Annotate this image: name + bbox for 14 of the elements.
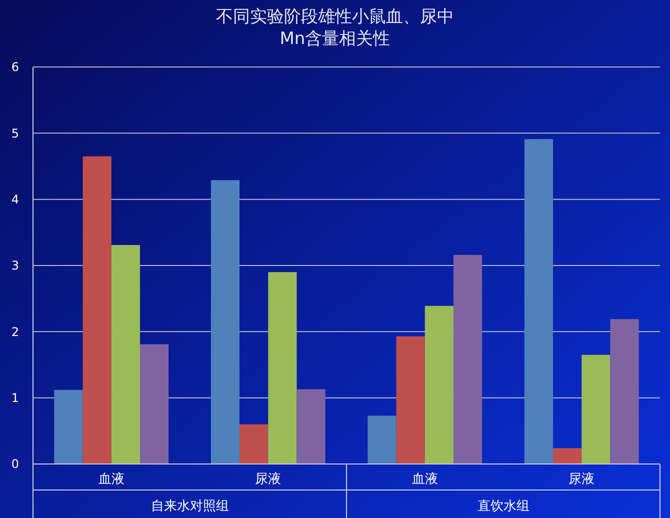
- x-tick-label: 血液: [98, 472, 124, 487]
- y-tick-label: 3: [11, 258, 19, 273]
- text: 直饮水组: [477, 499, 530, 514]
- x-tick-label: 尿液: [255, 472, 282, 487]
- y-tick-label: 2: [11, 324, 19, 339]
- y-tick-label: 6: [11, 60, 19, 74]
- y-tick-label: 5: [11, 126, 19, 140]
- x-tick-label: 血液: [412, 472, 438, 487]
- x-tick-label: 尿液: [568, 472, 595, 487]
- y-tick-label: 1: [11, 391, 19, 406]
- text: 自来水对照组: [150, 499, 229, 514]
- y-tick-label: 0: [11, 457, 19, 472]
- y-tick-label: 4: [11, 192, 19, 207]
- chart-title: 不同实验阶段雄性小鼠血、尿中 Mn含量相关性: [216, 7, 454, 49]
